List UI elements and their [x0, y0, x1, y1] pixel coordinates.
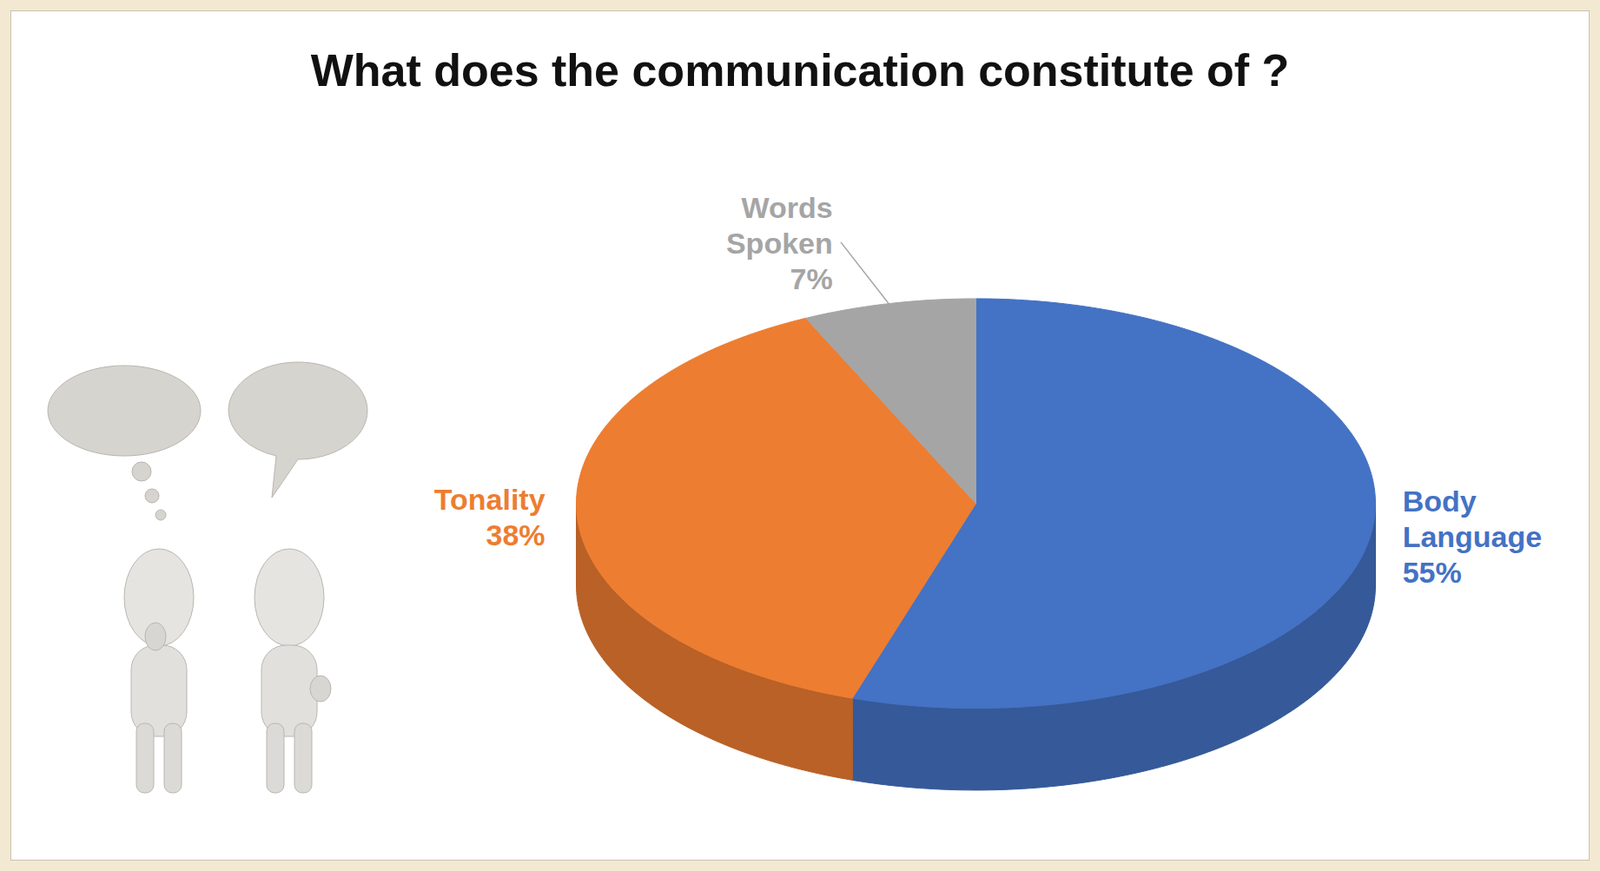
- svg-text:Tonality38%: Tonality38%: [434, 482, 546, 552]
- svg-text:BodyLanguage55%: BodyLanguage55%: [1402, 484, 1543, 589]
- svg-text:WordsSpoken7%: WordsSpoken7%: [726, 191, 834, 296]
- html-text:What does the communication co: What does the communication constitute o…: [310, 45, 1290, 96]
